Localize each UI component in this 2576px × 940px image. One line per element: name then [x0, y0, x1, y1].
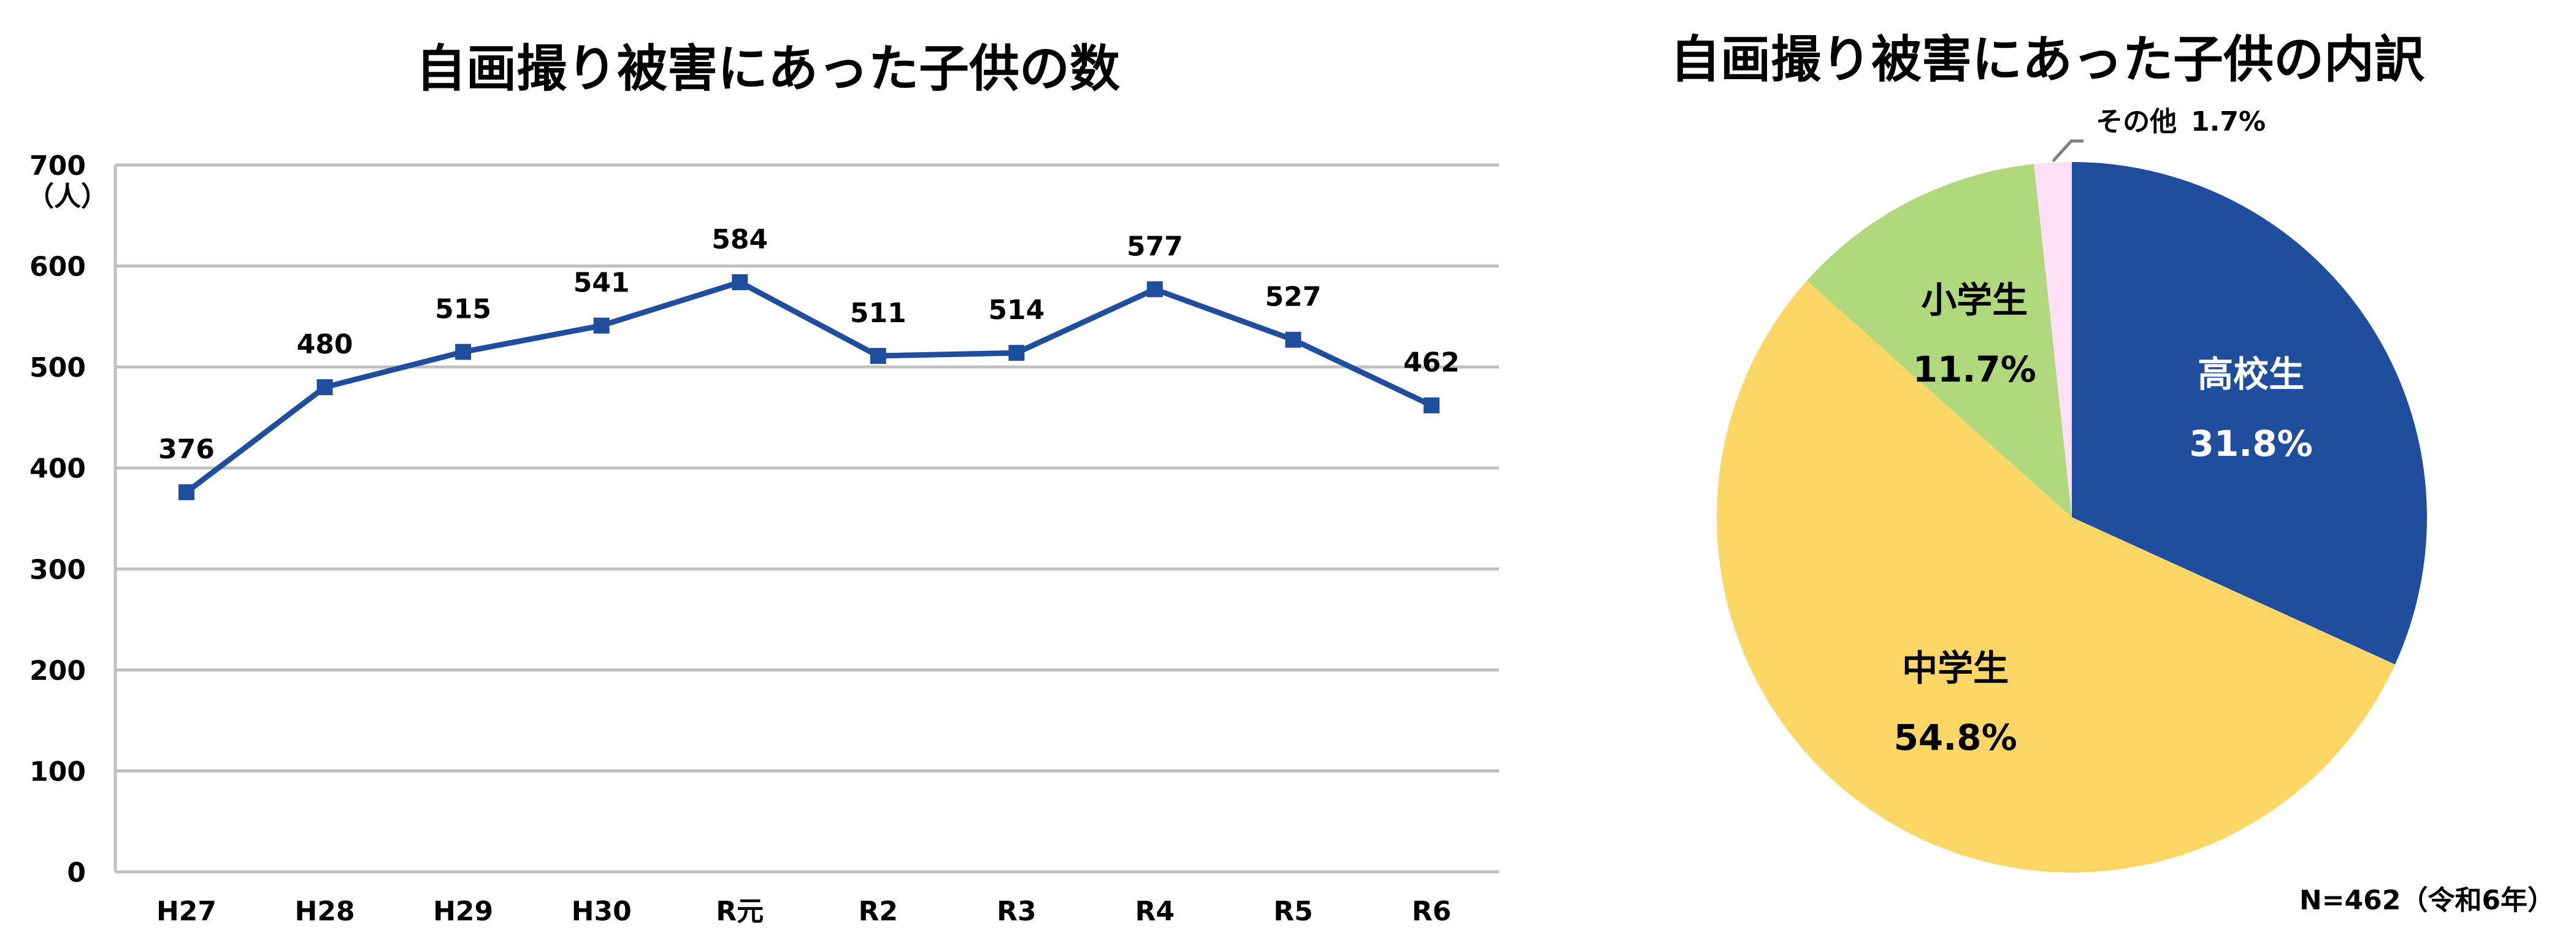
data-points	[178, 274, 1439, 501]
data-label: 376	[158, 434, 215, 465]
data-point	[316, 379, 333, 396]
data-label: 577	[1127, 231, 1183, 262]
x-tick-label: R元	[716, 896, 764, 927]
y-tick-labels: 0 100 200 300 400 500 600 700	[29, 150, 86, 888]
data-point	[1424, 397, 1439, 414]
data-label: 462	[1403, 347, 1460, 379]
data-label: 514	[988, 295, 1045, 326]
x-tick-label: R3	[997, 896, 1037, 927]
pie-slice-value: 11.7%	[1913, 349, 2036, 390]
data-label: 480	[297, 329, 353, 360]
pie-slice-label: 高校生	[2198, 353, 2304, 395]
data-point	[1146, 281, 1163, 298]
data-label: 541	[573, 268, 630, 299]
data-label: 515	[435, 293, 491, 325]
pie-slice-value: 31.8%	[2190, 423, 2313, 464]
data-point	[732, 274, 748, 290]
pie-slice	[1807, 164, 2072, 518]
data-point	[1285, 331, 1301, 348]
y-tick-label: 700	[29, 150, 86, 182]
y-tick-label: 300	[29, 554, 86, 585]
y-tick-label: 200	[29, 655, 86, 687]
data-point	[178, 484, 194, 501]
pie-slice	[2072, 162, 2427, 665]
pie-slice	[2034, 162, 2072, 517]
pie-slice-label: 中学生	[1902, 647, 2009, 689]
y-tick-label: 500	[29, 352, 86, 383]
x-tick-label: R5	[1273, 896, 1313, 927]
leader-line	[2052, 139, 2084, 163]
pie-slice-label: 小学生	[1921, 279, 2028, 321]
y-axis-unit-label: （人）	[27, 181, 108, 212]
x-tick-label: R6	[1412, 896, 1452, 927]
pie-slice	[1716, 280, 2395, 873]
data-point	[870, 348, 886, 364]
data-point	[1008, 345, 1025, 361]
sample-size-note: N=462（令和6年）	[2299, 885, 2555, 916]
x-tick-labels: H27 H28 H29 H30 R元 R2 R3 R4 R5 R6	[156, 896, 1451, 927]
pie-labels: 高校生 31.8% 中学生 54.8% 小学生 11.7% その他 1.7%	[1894, 106, 2313, 758]
data-label: 527	[1265, 282, 1322, 313]
pie-chart-title: 自画撮り被害にあった子供の内訳	[1670, 31, 2425, 89]
pie-slices	[1716, 162, 2427, 873]
x-tick-label: H30	[572, 896, 632, 927]
pie-slice-label: その他	[2096, 106, 2177, 137]
x-tick-label: R2	[859, 896, 899, 927]
x-tick-label: H28	[295, 896, 355, 927]
data-labels: 376 480 515 541 584 511 514 577 527 462	[158, 224, 1460, 465]
line-series	[185, 279, 1433, 495]
y-tick-label: 400	[29, 453, 86, 485]
data-label: 584	[711, 224, 768, 255]
y-tick-label: 0	[67, 857, 86, 888]
pie-slice-value: 1.7%	[2191, 106, 2266, 137]
data-point	[593, 317, 610, 334]
y-tick-label: 100	[29, 756, 86, 787]
x-tick-label: H29	[433, 896, 493, 927]
data-point	[455, 344, 472, 360]
line-chart-title: 自画撮り被害にあった子供の数	[416, 40, 1120, 98]
x-tick-label: H27	[156, 896, 217, 927]
pie-slice-value: 54.8%	[1894, 717, 2017, 758]
x-tick-label: R4	[1135, 896, 1175, 927]
gridlines	[113, 163, 1499, 874]
y-tick-label: 600	[29, 252, 86, 283]
data-label: 511	[850, 298, 907, 329]
